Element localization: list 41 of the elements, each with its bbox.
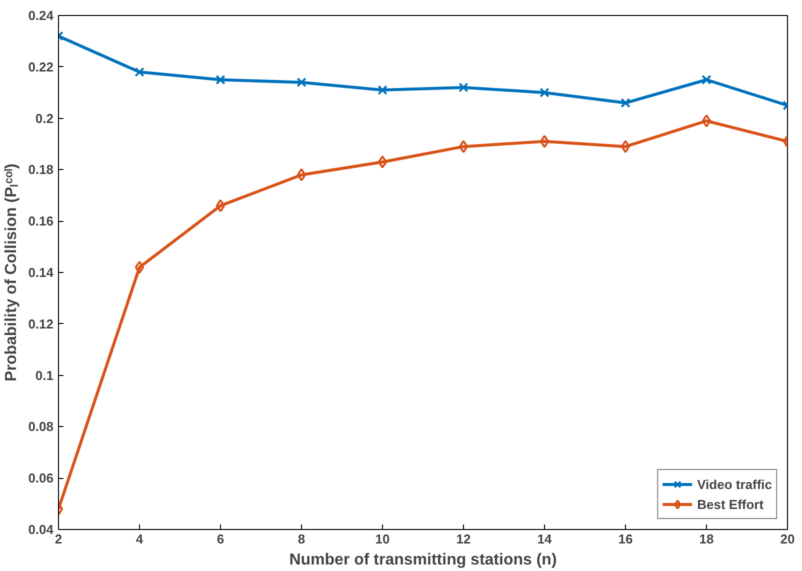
- y-tick-label: 0.1: [35, 368, 54, 383]
- point: [540, 134, 550, 148]
- y-tick-label: 0.14: [28, 265, 54, 280]
- point: [134, 67, 144, 77]
- point: [620, 140, 630, 154]
- y-tick-label: 0.16: [28, 214, 54, 229]
- point: [540, 88, 550, 98]
- x-tick-label: 18: [699, 532, 714, 546]
- point: [458, 82, 468, 92]
- x-tick-label: 14: [537, 532, 552, 546]
- x-tick-label: 2: [54, 532, 62, 546]
- y-tick-label: 0.22: [28, 59, 54, 74]
- point: [620, 98, 630, 108]
- x-tick-label: 4: [136, 532, 144, 546]
- x-tick-label: 6: [216, 532, 224, 546]
- point: [458, 140, 468, 154]
- point: [702, 114, 712, 128]
- x-tick-label: 20: [780, 532, 795, 546]
- point: [378, 85, 388, 95]
- y-tick-label: 0.2: [35, 110, 54, 126]
- point: [216, 74, 226, 85]
- point: [134, 260, 144, 274]
- y-tick-label: 0.12: [28, 316, 54, 332]
- y-tick-label: 0.04: [28, 522, 54, 537]
- point: [296, 77, 306, 88]
- point: [702, 74, 712, 85]
- point: [378, 155, 388, 168]
- x-tick-label: 10: [375, 532, 390, 546]
- legend-label: Best Effort: [697, 496, 764, 512]
- x-axis-title: Number of transmitting stations (n): [289, 552, 557, 568]
- point: [296, 168, 306, 182]
- x-tick-label: 16: [618, 532, 633, 546]
- y-tick-label: 0.06: [28, 470, 54, 486]
- y-axis-title: Probability of Collision (Pₗᶜᵒˡ): [3, 164, 20, 382]
- legend-label: Video traffic: [697, 476, 772, 492]
- point: [216, 199, 226, 212]
- y-tick-label: 0.18: [28, 162, 54, 178]
- y-tick-label: 0.24: [28, 8, 54, 23]
- x-tick-label: 8: [298, 532, 306, 546]
- y-tick-label: 0.08: [28, 419, 54, 434]
- x-tick-label: 12: [456, 532, 471, 546]
